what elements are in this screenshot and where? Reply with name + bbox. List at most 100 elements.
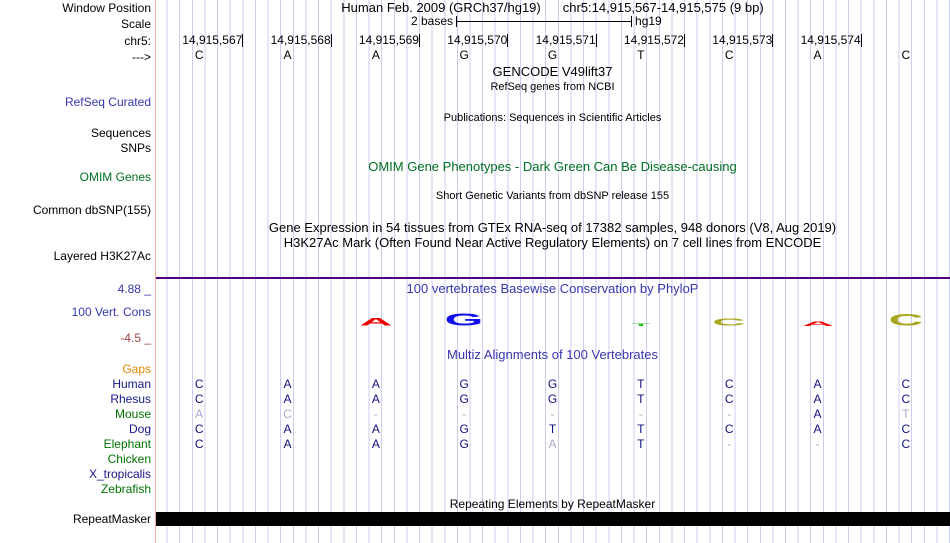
track-label-100-vert-cons[interactable]: 100 Vert. Cons — [71, 305, 151, 319]
alignment-base: A — [371, 437, 380, 451]
alignment-base: T — [637, 392, 645, 406]
alignment-base: C — [901, 377, 911, 391]
alignment-base: C — [194, 392, 204, 406]
track-subtitle-refseq[interactable]: RefSeq genes from NCBI — [490, 81, 615, 93]
track-label-common-dbsnp[interactable]: Common dbSNP(155) — [32, 203, 151, 217]
alignment-base: A — [813, 377, 822, 391]
ruler-position-label: 14,915,568 — [243, 34, 332, 47]
alignment-base: G — [459, 377, 469, 391]
alignment-base: T — [637, 377, 645, 391]
track-title-conservation[interactable]: 100 vertebrates Basewise Conservation by… — [406, 281, 699, 296]
track-label-x_tropicalis[interactable]: X_tropicalis — [88, 467, 151, 481]
track-label-repeatmasker[interactable]: RepeatMasker — [72, 512, 151, 526]
conservation-score-letter: C — [888, 313, 923, 326]
track-label-mouse[interactable]: Mouse — [114, 407, 151, 421]
alignment-base: C — [901, 422, 911, 436]
ref-base: A — [371, 48, 380, 62]
track-title-omim[interactable]: OMIM Gene Phenotypes - Dark Green Can Be… — [368, 159, 737, 174]
conservation-axis-min: -4.5 _ — [120, 331, 151, 345]
ruler-position-label: 14,915,570 — [420, 34, 509, 47]
track-title-multiz[interactable]: Multiz Alignments of 100 Vertebrates — [446, 347, 658, 362]
conservation-score-letter: A — [359, 317, 392, 326]
alignment-base: - — [727, 407, 732, 421]
ruler-position-label: 14,915,573 — [685, 34, 774, 47]
alignment-base: - — [638, 407, 643, 421]
assembly-title: Human Feb. 2009 (GRCh37/hg19) — [341, 0, 541, 15]
svg-text:T: T — [632, 323, 650, 326]
track-title-gtex[interactable]: Gene Expression in 54 tissues from GTEx … — [268, 220, 837, 235]
scale-bar: 2 bases hg19 — [411, 15, 662, 28]
track-label-zebrafish[interactable]: Zebrafish — [100, 482, 151, 496]
track-label-sequences[interactable]: Sequences — [90, 126, 151, 140]
alignment-base: C — [901, 392, 911, 406]
alignment-base: - — [550, 407, 555, 421]
track-label-chicken[interactable]: Chicken — [107, 452, 151, 466]
alignment-base: A — [548, 437, 557, 451]
alignment-base: G — [459, 422, 469, 436]
track-label-layered-h3k27ac[interactable]: Layered H3K27Ac — [53, 249, 151, 263]
ruler-position-label: 14,915,567 — [155, 34, 244, 47]
svg-text:C: C — [713, 318, 746, 326]
ref-base: T — [637, 48, 645, 62]
track-label-rhesus[interactable]: Rhesus — [110, 392, 151, 406]
alignment-base: C — [724, 377, 734, 391]
svg-text:A: A — [359, 317, 392, 326]
track-title-repeatmasker[interactable]: Repeating Elements by RepeatMasker — [449, 497, 656, 511]
ref-base: G — [459, 48, 469, 62]
alignment-base: T — [637, 437, 645, 451]
alignment-base: A — [371, 377, 380, 391]
ref-base: C — [194, 48, 204, 62]
track-label-human[interactable]: Human — [112, 377, 151, 391]
alignment-base: T — [548, 422, 557, 436]
track-label-gaps[interactable]: Gaps — [122, 362, 151, 376]
ref-base: A — [813, 48, 822, 62]
track-title-dbsnp[interactable]: Short Genetic Variants from dbSNP releas… — [435, 190, 670, 202]
conservation-score-letter: T — [632, 323, 650, 326]
alignment-base: A — [371, 422, 380, 436]
assembly-label: hg19 — [635, 14, 662, 28]
repeatmasker-element-bar[interactable] — [155, 512, 950, 526]
ruler-position-label: 14,915,572 — [597, 34, 685, 47]
alignment-base: T — [637, 422, 645, 436]
track-label-elephant[interactable]: Elephant — [103, 437, 151, 451]
label-chromosome: chr5: — [124, 34, 151, 48]
conservation-axis-max: 4.88 _ — [117, 282, 151, 296]
ref-base: G — [547, 48, 558, 62]
track-label-refseq-curated[interactable]: RefSeq Curated — [64, 95, 151, 109]
conservation-score-letter: C — [713, 318, 746, 326]
alignment-base: - — [727, 437, 732, 451]
track-label-omim-genes[interactable]: OMIM Genes — [79, 170, 151, 184]
alignment-base: - — [462, 407, 467, 421]
track-title-gencode[interactable]: GENCODE V49lift37 — [492, 64, 613, 79]
alignment-base: C — [194, 437, 204, 451]
track-boundary-line — [155, 0, 156, 543]
conservation-score-letter: A — [802, 321, 834, 326]
ref-base: C — [901, 48, 911, 62]
alignment-base: A — [283, 392, 292, 406]
track-title-h3k27ac[interactable]: H3K27Ac Mark (Often Found Near Active Re… — [283, 235, 822, 250]
label-scale: Scale — [120, 17, 151, 31]
track-title-publications[interactable]: Publications: Sequences in Scientific Ar… — [443, 112, 662, 124]
window-position-header: Human Feb. 2009 (GRCh37/hg19) chr5:14,91… — [155, 1, 950, 15]
track-label-dog[interactable]: Dog — [128, 422, 151, 436]
alignment-base: C — [194, 422, 204, 436]
alignment-base: G — [547, 377, 558, 391]
alignment-base: A — [283, 422, 292, 436]
alignment-base: G — [459, 392, 469, 406]
position-range: chr5:14,915,567-14,915,575 (9 bp) — [562, 0, 764, 15]
scale-label: 2 bases — [411, 14, 454, 28]
scale-bracket-line — [456, 16, 633, 27]
ruler-position-label: 14,915,574 — [773, 34, 862, 47]
track-label-snps[interactable]: SNPs — [120, 141, 151, 155]
svg-text:C: C — [888, 313, 923, 326]
ruler-position-label: 14,915,569 — [332, 34, 420, 47]
alignment-base: - — [815, 437, 820, 451]
ref-base: C — [724, 48, 734, 62]
alignment-base: A — [195, 407, 204, 421]
label-strand-arrow: ---> — [132, 50, 151, 64]
alignment-base: C — [901, 437, 911, 451]
alignment-base: G — [459, 437, 469, 451]
track-display-area[interactable]: Human Feb. 2009 (GRCh37/hg19) chr5:14,91… — [155, 0, 950, 543]
alignment-base: A — [813, 407, 822, 421]
alignment-base: - — [373, 407, 378, 421]
